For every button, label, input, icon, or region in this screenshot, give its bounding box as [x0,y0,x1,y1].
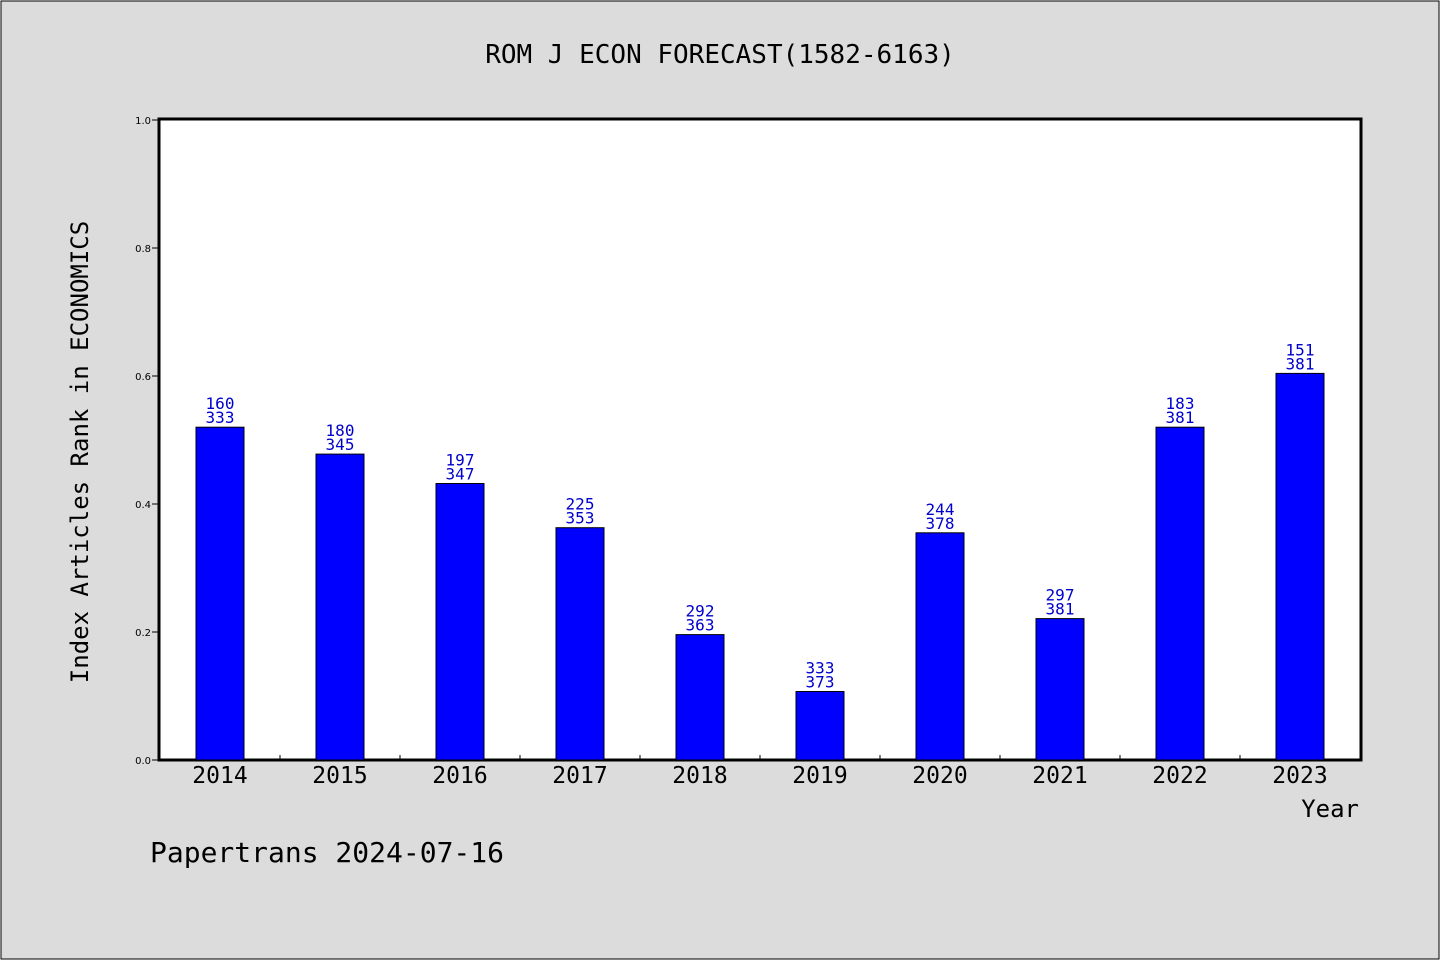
x-tick-label-2016: 2016 [432,763,487,789]
x-tick-label-2015: 2015 [312,763,367,789]
y-tick-label: 0.2 [135,628,151,639]
bar-total-label-2023: 381 [1286,354,1315,373]
bar-total-label-2016: 347 [446,465,475,484]
bars-layer [195,372,1325,761]
x-tick-label-2023: 2023 [1272,763,1327,789]
x-tick-label-2022: 2022 [1152,763,1207,789]
y-axis: 0.0 0.2 0.4 0.6 0.8 1.0 [135,116,159,767]
bar-total-label-2019: 373 [806,673,835,692]
bar-total-label-2018: 363 [686,616,715,635]
x-tick-label-2017: 2017 [552,763,607,789]
bar-2017 [555,527,605,761]
bar-rank-label-2020: 244 [926,500,955,519]
x-tick-label-2014: 2014 [192,763,247,789]
bar-total-label-2017: 353 [566,509,595,528]
bar-rank-label-2015: 180 [326,421,355,440]
x-tick-label-2019: 2019 [792,763,847,789]
bar-total-label-2014: 333 [206,408,235,427]
x-tick-label-2018: 2018 [672,763,727,789]
bar-2016 [435,483,485,761]
bar-labels-layer: 1603331803451973472253532923633333732443… [206,340,1315,691]
y-tick-label: 1.0 [135,116,151,127]
bar-2020 [915,532,965,761]
footer-credit: Papertrans 2024-07-16 [150,836,504,869]
bar-rank-label-2022: 183 [1166,394,1195,413]
chart-title: ROM J ECON FORECAST(1582-6163) [485,40,955,70]
bar-rank-label-2023: 151 [1286,340,1315,359]
bar-2019 [795,691,845,761]
y-tick-label: 0.4 [135,500,151,511]
bar-2021 [1035,618,1085,761]
y-tick-label: 0.6 [135,372,151,383]
x-axis: 2014 2015 2016 2017 2018 2019 2020 2021 2022 2023 [192,755,1328,789]
bar-2014 [195,426,245,761]
bar-rank-label-2016: 197 [446,451,475,470]
bar-rank-label-2018: 292 [686,602,715,621]
bar-total-label-2021: 381 [1046,600,1075,619]
bar-rank-label-2014: 160 [206,394,235,413]
bar-total-label-2020: 378 [926,514,955,533]
y-tick-label: 0.0 [135,756,151,767]
bar-2018 [675,634,725,761]
x-tick-label-2020: 2020 [912,763,967,789]
bar-total-label-2022: 381 [1166,408,1195,427]
y-tick-label: 0.8 [135,244,151,255]
bar-rank-label-2019: 333 [806,659,835,678]
x-tick-label-2021: 2021 [1032,763,1087,789]
bar-2022 [1155,426,1205,761]
y-axis-label: Index Articles Rank in ECONOMICS [66,221,94,683]
bar-2023 [1275,372,1325,761]
x-axis-label: Year [1301,795,1359,823]
bar-total-label-2015: 345 [326,435,355,454]
bar-2015 [315,453,365,761]
bar-rank-label-2017: 225 [566,495,595,514]
bar-rank-label-2021: 297 [1046,586,1075,605]
